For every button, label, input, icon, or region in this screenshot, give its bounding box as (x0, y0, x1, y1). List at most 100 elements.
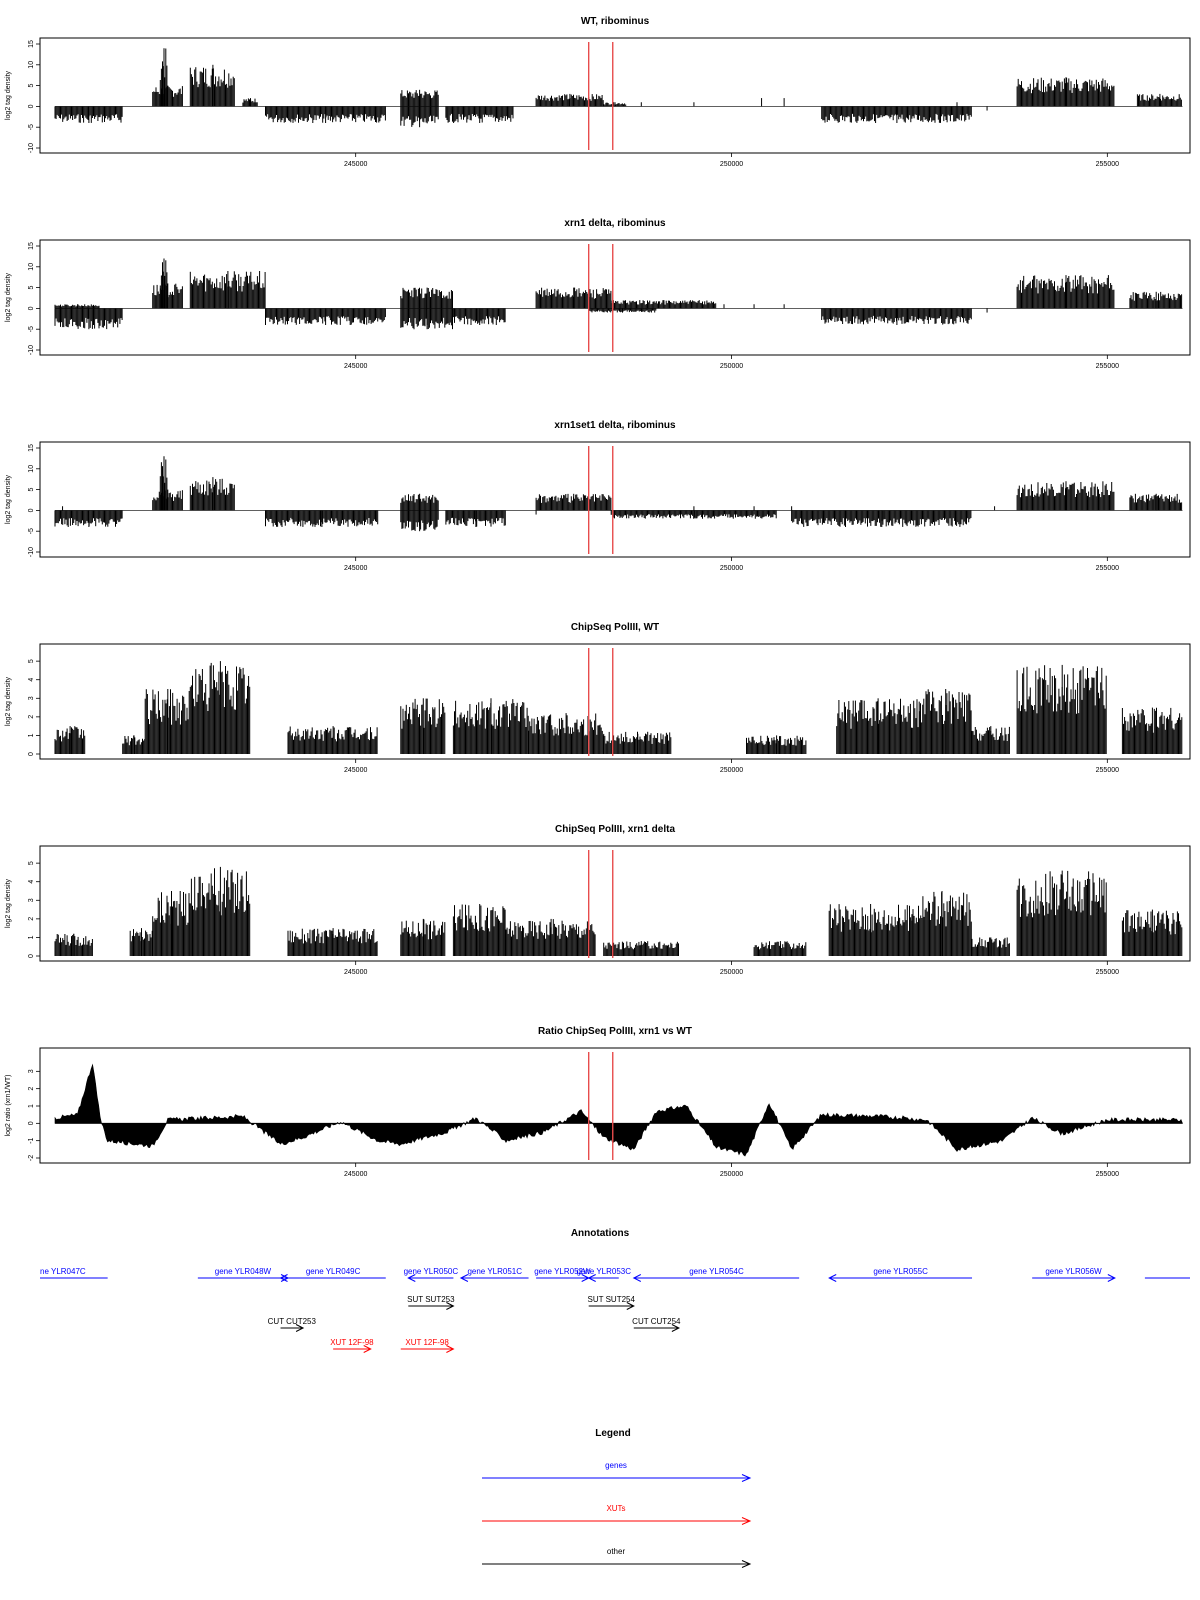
data-segment (400, 106, 439, 128)
chart-panel-6: Ratio ChipSeq PolIII, xrn1 vs WT log2 rat… (5, 1026, 1191, 1178)
data-segment (400, 698, 446, 754)
y-tick-label: 2 (28, 917, 35, 921)
data-segment (1129, 493, 1183, 511)
data-segment (1121, 909, 1183, 956)
annotation-label: gene YLR055C (873, 1267, 928, 1276)
data-segment (54, 106, 123, 123)
y-axis-label: log2 tag density (5, 878, 12, 928)
arrowhead-icon (587, 1274, 596, 1282)
data-bars (54, 866, 1183, 956)
data-segment (588, 308, 657, 313)
x-tick-label: 255000 (1096, 161, 1119, 168)
arrowhead-icon (446, 1302, 455, 1310)
y-tick-label: 15 (28, 242, 35, 250)
annotation-gene-ylr049c: gene YLR049C (279, 1267, 386, 1282)
data-segment (189, 64, 235, 107)
y-tick-label: 10 (28, 61, 35, 69)
data-segment (971, 937, 1010, 956)
y-tick-label: -10 (28, 345, 35, 355)
arrowhead-icon (279, 1274, 288, 1282)
annotation-gene-ylr053c: gene YLR053C (576, 1267, 631, 1282)
data-segment (152, 891, 191, 956)
annotation-label: gene YLR048W (215, 1267, 272, 1276)
data-segment (400, 918, 446, 956)
y-tick-label: 0 (28, 508, 35, 512)
data-segment (603, 731, 672, 754)
arrowhead-icon (671, 1324, 681, 1332)
arrowhead-icon (407, 1274, 416, 1282)
arrowhead-icon (1107, 1274, 1116, 1282)
data-segment (445, 510, 506, 527)
annotation-label: ne YLR047C (40, 1267, 86, 1276)
annotation-xut-12f-98: XUT 12F-98 (400, 1338, 455, 1353)
legend-item-other: other (482, 1547, 752, 1568)
data-segment (189, 271, 266, 309)
data-segment (971, 726, 1010, 754)
annotation-label: gene YLR052W (534, 1267, 591, 1276)
data-segment (265, 510, 379, 527)
data-segment (603, 102, 627, 107)
x-tick-label: 245000 (344, 767, 367, 774)
data-segment (400, 493, 439, 511)
annotation-label: gene YLR049C (306, 1267, 361, 1276)
y-tick-label: 4 (28, 678, 35, 682)
annotation-label: gene YLR056W (1045, 1267, 1102, 1276)
y-axis-label: log2 tag density (5, 70, 12, 120)
annotation-label: SUT SUT254 (588, 1295, 636, 1304)
annotation-label: gene YLR053C (576, 1267, 631, 1276)
annotation-gene-ylr051c: gene YLR051C (459, 1267, 529, 1282)
annotation-label: gene YLR050C (404, 1267, 459, 1276)
data-segment (400, 89, 439, 107)
annotation-gene-ylr055c: gene YLR055C (828, 1267, 973, 1282)
y-tick-label: 5 (28, 659, 35, 663)
chart-title: ChipSeq PolIII, WT (571, 622, 659, 633)
data-segment (821, 106, 972, 123)
data-segment (918, 689, 972, 754)
y-tick-label: -10 (28, 547, 35, 557)
data-segment (610, 510, 777, 519)
annotation-sut-sut254: SUT SUT254 (588, 1295, 636, 1310)
y-tick-label: 3 (28, 696, 35, 700)
plot-frame (39, 239, 1191, 356)
chart-panel-3: xrn1set1 delta, ribominus log2 tag densit… (5, 420, 1191, 572)
legend-panel: Legend genes XUTs other (482, 1428, 752, 1568)
data-segment (1136, 93, 1182, 107)
y-axis-label: log2 tag density (5, 272, 12, 322)
chart-title: WT, ribominus (581, 16, 650, 27)
y-tick-label: 0 (28, 1121, 35, 1125)
ratio-area (54, 1063, 1183, 1157)
data-segment (189, 866, 251, 956)
arrowhead-icon (363, 1345, 372, 1353)
data-bars (54, 661, 1183, 754)
arrowhead-icon (828, 1274, 837, 1282)
chart-title: xrn1 delta, ribominus (564, 218, 666, 229)
data-segment (265, 308, 386, 325)
x-tick-label: 255000 (1096, 767, 1119, 774)
data-segment (603, 941, 679, 956)
y-tick-label: 1 (28, 935, 35, 939)
data-segment (400, 308, 453, 330)
y-tick-label: -10 (28, 143, 35, 153)
x-tick-label: 250000 (720, 161, 743, 168)
annotation-label: XUT 12F-98 (330, 1338, 374, 1347)
y-tick-label: 5 (28, 488, 35, 492)
data-segment (152, 85, 183, 107)
y-tick-label: -5 (28, 528, 35, 534)
x-tick-label: 255000 (1096, 363, 1119, 370)
arrowhead-icon (741, 1560, 752, 1568)
data-segment (1016, 77, 1115, 107)
y-tick-label: 5 (28, 286, 35, 290)
annotation-gen: gen (1144, 1277, 1190, 1279)
data-segment (287, 928, 378, 956)
data-segment (400, 287, 453, 309)
arrowhead-icon (446, 1345, 455, 1353)
data-segment (1016, 275, 1115, 309)
data-segment (535, 287, 612, 309)
data-segment (452, 904, 506, 956)
annotation-xut-12f-98: XUT 12F-98 (330, 1338, 374, 1353)
y-tick-label: 0 (28, 104, 35, 108)
data-segment (445, 106, 514, 123)
data-segment (54, 304, 100, 309)
x-tick-label: 245000 (344, 161, 367, 168)
